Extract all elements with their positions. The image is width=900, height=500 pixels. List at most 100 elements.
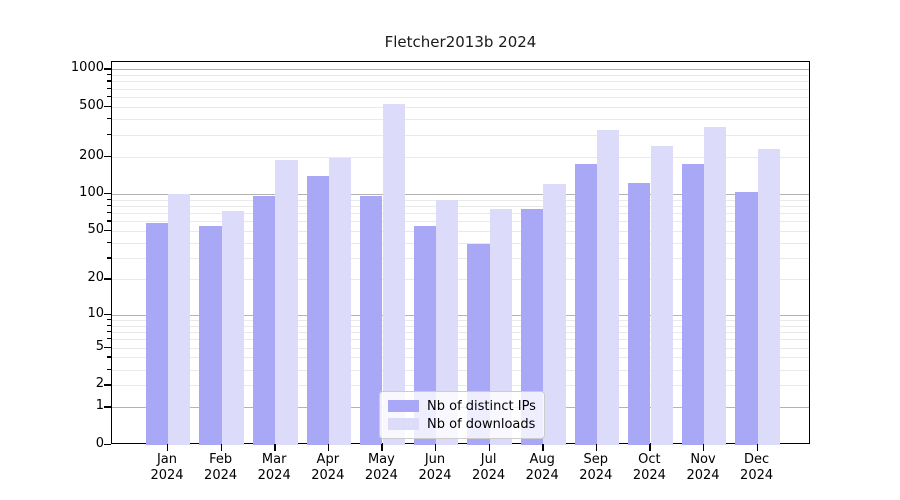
y-minor-tick-mark xyxy=(107,198,111,200)
gridline-minor xyxy=(112,106,809,108)
legend: Nb of distinct IPs Nb of downloads xyxy=(379,391,545,439)
legend-label-downloads: Nb of downloads xyxy=(427,416,536,432)
y-tick-mark xyxy=(104,68,111,70)
gridline-minor xyxy=(112,331,809,333)
y-tick-label: 200 xyxy=(79,147,104,163)
x-tick-mark xyxy=(488,444,490,451)
gridline-minor xyxy=(112,221,809,223)
gridline-minor xyxy=(112,325,809,327)
bar-downloads-may xyxy=(382,103,405,445)
x-tick-mark xyxy=(649,444,651,451)
x-tick-mark xyxy=(542,444,544,451)
bar-distinct-ips-jun xyxy=(413,226,436,445)
gridline-minor xyxy=(112,213,809,215)
x-tick-mark xyxy=(220,444,222,451)
y-minor-tick-mark xyxy=(107,324,111,326)
y-minor-tick-mark xyxy=(107,220,111,222)
x-tick-label: Feb 2024 xyxy=(204,452,238,483)
y-tick-mark xyxy=(104,313,111,315)
y-tick-mark xyxy=(104,230,111,232)
y-tick-label: 100 xyxy=(79,184,104,200)
bar-distinct-ips-may xyxy=(360,196,383,445)
gridline-minor xyxy=(112,74,809,76)
x-tick-mark xyxy=(381,444,383,451)
legend-swatch-distinct-ips xyxy=(388,400,419,412)
x-tick-label: May 2024 xyxy=(364,452,398,483)
gridline-minor xyxy=(112,279,809,281)
x-tick-mark xyxy=(327,444,330,451)
bar-downloads-apr xyxy=(329,158,352,445)
gridline-minor xyxy=(112,231,809,233)
y-minor-tick-mark xyxy=(107,368,111,370)
x-tick-mark xyxy=(703,444,705,451)
bar-downloads-feb xyxy=(221,210,245,445)
x-tick-label: Sep 2024 xyxy=(579,452,613,483)
y-minor-tick-mark xyxy=(107,117,111,120)
bar-downloads-dec xyxy=(757,148,781,445)
x-tick-label: Jun 2024 xyxy=(418,452,452,483)
bar-downloads-jun xyxy=(436,199,459,445)
bar-downloads-sep xyxy=(597,130,620,445)
gridline-major xyxy=(112,314,809,316)
y-minor-tick-mark xyxy=(107,80,111,82)
chart-title: Fletcher2013b 2024 xyxy=(384,33,537,51)
y-tick-mark xyxy=(104,105,111,108)
x-tick-mark xyxy=(167,444,169,451)
bar-downloads-oct xyxy=(650,146,673,445)
y-minor-tick-mark xyxy=(107,257,111,259)
y-tick-label: 1000 xyxy=(70,60,104,76)
y-tick-label: 10 xyxy=(87,305,104,321)
y-minor-tick-mark xyxy=(107,242,111,244)
bar-distinct-ips-dec xyxy=(735,192,758,445)
y-minor-tick-mark xyxy=(107,87,111,89)
y-tick-mark xyxy=(104,192,111,195)
x-tick-label: Mar 2024 xyxy=(257,452,291,483)
y-tick-label: 500 xyxy=(79,97,104,113)
y-tick-label: 50 xyxy=(87,222,104,238)
x-tick-label: Jul 2024 xyxy=(472,452,506,483)
x-tick-label: Oct 2024 xyxy=(632,452,666,483)
y-tick-label: 5 xyxy=(95,338,104,354)
y-minor-tick-mark xyxy=(107,356,111,358)
y-tick-label: 1 xyxy=(95,398,104,414)
x-tick-label: Jan 2024 xyxy=(150,452,184,483)
plot-area xyxy=(111,61,810,445)
gridline-minor xyxy=(112,347,809,349)
bar-distinct-ips-mar xyxy=(252,195,276,445)
y-minor-tick-mark xyxy=(107,133,111,135)
y-minor-tick-mark xyxy=(107,338,111,340)
y-minor-tick-mark xyxy=(107,73,111,76)
gridline-minor xyxy=(112,134,809,136)
gridline-minor xyxy=(112,205,809,207)
y-minor-tick-mark xyxy=(107,318,111,321)
y-tick-label: 0 xyxy=(95,436,104,451)
gridline-minor xyxy=(112,156,809,158)
x-tick-mark xyxy=(435,444,437,451)
legend-label-distinct-ips: Nb of distinct IPs xyxy=(427,398,536,414)
x-tick-mark xyxy=(756,444,758,451)
legend-row-distinct-ips: Nb of distinct IPs xyxy=(388,397,536,415)
bar-distinct-ips-sep xyxy=(574,163,597,445)
bar-distinct-ips-apr xyxy=(306,175,329,445)
gridline-minor xyxy=(112,339,809,341)
gridline-minor xyxy=(112,369,809,371)
bar-downloads-mar xyxy=(275,160,298,445)
bar-distinct-ips-nov xyxy=(681,163,704,445)
legend-swatch-downloads xyxy=(388,418,419,430)
y-tick-mark xyxy=(104,278,111,280)
x-tick-label: Apr 2024 xyxy=(311,452,345,483)
gridline-minor xyxy=(112,319,809,321)
y-tick-label: 2 xyxy=(95,376,104,392)
bar-distinct-ips-jan xyxy=(145,223,168,445)
gridline-minor xyxy=(112,258,809,260)
y-minor-tick-mark xyxy=(107,330,111,333)
y-tick-mark xyxy=(104,406,111,408)
y-tick-mark xyxy=(104,346,111,348)
gridline-minor xyxy=(112,357,809,359)
x-tick-label: Aug 2024 xyxy=(525,452,559,483)
y-tick-mark xyxy=(104,444,111,446)
x-tick-label: Dec 2024 xyxy=(740,452,774,483)
bar-distinct-ips-aug xyxy=(520,209,544,445)
gridline-minor xyxy=(112,88,809,90)
